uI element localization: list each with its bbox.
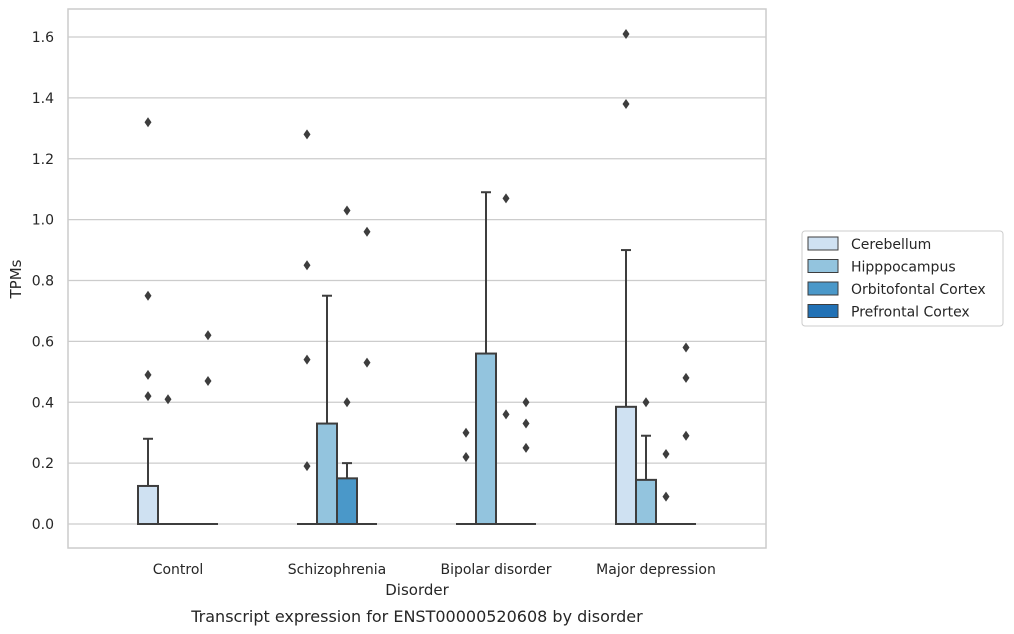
outlier-point xyxy=(622,98,630,109)
box xyxy=(316,422,338,525)
box-group xyxy=(516,397,536,525)
y-tick-label: 1.4 xyxy=(32,91,54,107)
box xyxy=(615,405,637,525)
box-group xyxy=(198,330,218,525)
box xyxy=(635,478,657,526)
box-group xyxy=(456,427,476,525)
outlier-point xyxy=(303,129,311,140)
box-group xyxy=(676,342,696,525)
legend-swatch xyxy=(807,281,839,296)
y-axis: 0.0 0.2 0.4 0.6 0.8 1.0 1.2 1.4 1.6 xyxy=(32,30,54,533)
outlier-point xyxy=(303,461,311,472)
legend-label: Cerebellum xyxy=(851,237,931,253)
x-tick-label: Control xyxy=(153,562,204,578)
plot-frame xyxy=(67,8,767,549)
outlier-point xyxy=(204,330,212,341)
outlier-point xyxy=(662,448,670,459)
outlier-point xyxy=(462,452,470,463)
box-group xyxy=(316,294,338,525)
outlier-point xyxy=(682,430,690,441)
legend: Cerebellum Hipppocampus Orbitofontal Corte… xyxy=(801,230,1004,327)
outlier-point xyxy=(303,354,311,365)
box-group xyxy=(137,117,159,525)
outlier-point xyxy=(682,342,690,353)
box-group xyxy=(336,205,358,525)
outlier-point xyxy=(522,418,530,429)
legend-frame xyxy=(801,230,1004,327)
outlier-point xyxy=(303,260,311,271)
box-group xyxy=(656,448,676,525)
plot-area xyxy=(137,28,696,526)
x-axis-label: Disorder xyxy=(385,581,449,599)
chart-caption: Transcript expression for ENST0000052060… xyxy=(190,607,643,626)
legend-label: Orbitofontal Cortex xyxy=(851,282,986,298)
outlier-point xyxy=(363,226,371,237)
outlier-point xyxy=(462,427,470,438)
legend-swatch xyxy=(807,259,839,273)
box-group xyxy=(615,28,637,525)
y-tick-label: 1.2 xyxy=(32,152,54,168)
y-tick-label: 0.8 xyxy=(32,274,54,290)
outlier-point xyxy=(502,193,510,204)
box-group xyxy=(158,394,178,525)
outlier-point xyxy=(343,205,351,216)
outlier-point xyxy=(144,290,152,301)
y-tick-label: 0.0 xyxy=(32,517,54,533)
outlier-point xyxy=(662,491,670,502)
outlier-point xyxy=(343,397,351,408)
outlier-point xyxy=(164,394,172,405)
y-tick-label: 1.0 xyxy=(32,213,54,229)
y-tick-label: 1.6 xyxy=(32,30,54,46)
x-axis: Control Schizophrenia Bipolar disorder Majo… xyxy=(153,562,716,578)
outlier-point xyxy=(622,28,630,39)
y-tick-label: 0.2 xyxy=(32,456,54,472)
outlier-point xyxy=(642,397,650,408)
legend-label: Hipppocampus xyxy=(851,260,956,276)
y-tick-label: 0.6 xyxy=(32,334,54,350)
box-group xyxy=(475,191,497,525)
y-axis-label: TPMs xyxy=(7,259,25,299)
box-group xyxy=(496,193,516,525)
box xyxy=(475,352,497,525)
outlier-point xyxy=(363,357,371,368)
x-tick-label: Bipolar disorder xyxy=(440,562,551,578)
box xyxy=(137,484,159,525)
x-tick-label: Major depression xyxy=(596,562,716,578)
outlier-point xyxy=(502,409,510,420)
outlier-point xyxy=(204,375,212,386)
outlier-point xyxy=(144,369,152,380)
outlier-point xyxy=(682,372,690,383)
box-group xyxy=(297,129,317,525)
outlier-point xyxy=(144,391,152,402)
box-group xyxy=(357,226,377,525)
outlier-point xyxy=(522,442,530,453)
x-tick-label: Schizophrenia xyxy=(288,562,386,578)
box-group xyxy=(635,397,657,526)
legend-swatch xyxy=(807,236,839,251)
legend-swatch xyxy=(807,304,839,318)
box xyxy=(336,477,358,525)
y-tick-label: 0.4 xyxy=(32,395,54,411)
outlier-point xyxy=(144,117,152,128)
legend-label: Prefrontal Cortex xyxy=(851,305,970,321)
outlier-point xyxy=(522,397,530,408)
